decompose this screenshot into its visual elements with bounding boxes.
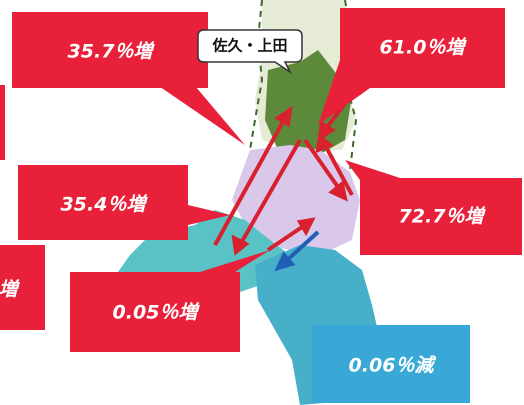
arrow-blue [274, 230, 320, 272]
callout-box [70, 272, 240, 352]
callout-text: 35.4％増 [61, 194, 149, 216]
callout-tail [200, 250, 270, 272]
callout-text: 72.7％増 [399, 206, 487, 228]
callout-text: 61.0％増 [380, 37, 468, 59]
arrows [213, 88, 357, 256]
callout-box [340, 8, 505, 88]
callout-text: 35.7％増 [68, 41, 156, 63]
region-label-bubble [197, 29, 303, 75]
callout-tail [345, 160, 400, 180]
callout-box [18, 165, 188, 240]
callout-text: 0.05％増 [113, 302, 201, 324]
callout-box [0, 245, 45, 330]
callout-text: 増 [0, 279, 20, 301]
callout-tail [150, 80, 245, 145]
callout-box [312, 325, 470, 403]
callout-box [360, 178, 522, 255]
callout-box-edge [0, 85, 5, 160]
callout-tail [188, 205, 230, 225]
region-label: 佐久・上田 [211, 37, 287, 55]
callout-box [12, 12, 208, 88]
callout-text: 0.06％減 [349, 355, 437, 377]
